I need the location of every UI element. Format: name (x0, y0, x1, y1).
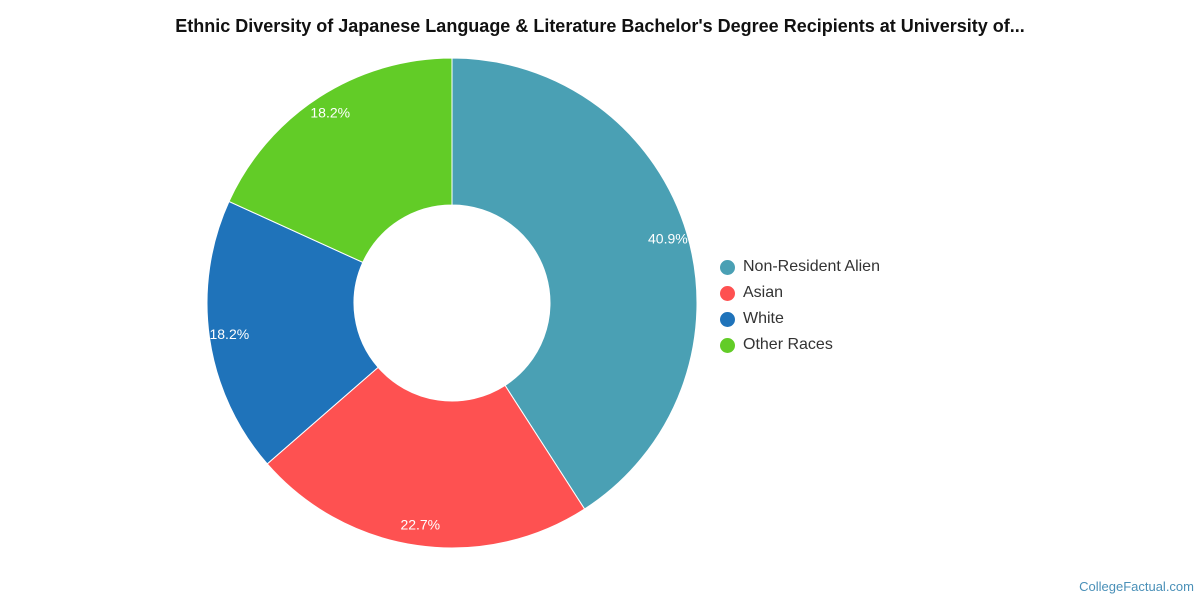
slice-other-races[interactable] (228, 57, 453, 264)
legend-label: Other Races (743, 336, 833, 353)
legend-item-other-races[interactable]: Other Races (720, 332, 880, 358)
legend-item-non-resident-alien[interactable]: Non-Resident Alien (720, 254, 880, 280)
legend-label: Non-Resident Alien (743, 258, 880, 275)
legend-swatch (720, 311, 735, 327)
slice-asian[interactable] (266, 366, 586, 549)
slice-white[interactable] (206, 200, 379, 465)
slice-label-non-resident-alien: 40.9% (648, 230, 688, 246)
legend-item-asian[interactable]: Asian (720, 280, 880, 306)
slice-label-asian: 22.7% (400, 516, 440, 532)
legend-swatch (720, 285, 735, 301)
slice-non-resident-alien[interactable] (451, 57, 698, 510)
legend-label: Asian (743, 284, 784, 301)
legend-swatch (720, 337, 735, 353)
legend-swatch (720, 259, 735, 275)
slice-label-other-races: 18.2% (310, 104, 350, 120)
legend-item-white[interactable]: White (720, 306, 880, 332)
slice-label-white: 18.2% (209, 326, 249, 342)
chart-title: Ethnic Diversity of Japanese Language & … (175, 16, 1025, 36)
credit-link[interactable]: CollegeFactual.com (1079, 579, 1194, 594)
legend-label: White (743, 310, 784, 327)
chart-legend: Non-Resident Alien Asian White Other Rac… (720, 254, 880, 358)
